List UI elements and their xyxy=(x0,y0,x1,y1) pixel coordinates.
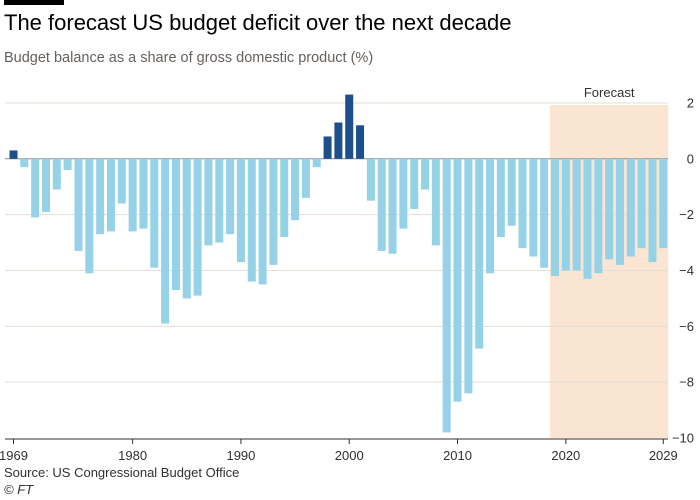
bar-1973 xyxy=(52,158,61,190)
bar-1983 xyxy=(161,158,170,324)
bar-2022 xyxy=(583,158,592,279)
bar-2007 xyxy=(421,158,430,190)
bar-1998 xyxy=(323,136,332,159)
bar-2023 xyxy=(594,158,603,274)
bar-1969 xyxy=(9,150,18,159)
bar-2029 xyxy=(659,158,668,249)
bar-2002 xyxy=(366,158,375,201)
bar-1990 xyxy=(236,158,245,263)
bar-1975 xyxy=(74,158,83,251)
bar-1971 xyxy=(31,158,40,218)
bar-2025 xyxy=(615,158,624,265)
y-tick-label: −6 xyxy=(679,319,694,334)
bar-1994 xyxy=(280,158,289,237)
bar-2012 xyxy=(475,158,484,349)
bar-2001 xyxy=(356,125,365,159)
source-note: Source: US Congressional Budget Office xyxy=(4,465,240,480)
y-tick-label: −10 xyxy=(672,431,694,446)
bar-2003 xyxy=(377,158,386,251)
bar-2004 xyxy=(388,158,397,254)
x-tick-label: 1969 xyxy=(0,448,28,463)
x-tick-label: 2000 xyxy=(335,448,364,463)
bar-2018 xyxy=(540,158,549,268)
bar-1978 xyxy=(106,158,115,232)
chart-title: The forecast US budget deficit over the … xyxy=(4,10,512,35)
bar-2017 xyxy=(529,158,538,257)
x-tick-label: 2010 xyxy=(443,448,472,463)
y-tick-label: −2 xyxy=(679,207,694,222)
bar-1974 xyxy=(63,158,72,170)
bar-1985 xyxy=(182,158,191,299)
bar-2015 xyxy=(507,158,516,226)
x-tick-label: 2020 xyxy=(551,448,580,463)
bar-1991 xyxy=(247,158,256,282)
bar-2027 xyxy=(637,158,646,249)
bar-1996 xyxy=(301,158,310,198)
bar-2009 xyxy=(442,158,451,433)
bar-2028 xyxy=(648,158,657,263)
bar-1984 xyxy=(171,158,180,291)
bar-2019 xyxy=(551,158,559,277)
bar-2024 xyxy=(605,158,614,260)
y-tick-label: −8 xyxy=(679,375,694,390)
y-tick-label: −4 xyxy=(679,263,694,278)
bar-2014 xyxy=(496,158,505,237)
x-tick-label: 1990 xyxy=(226,448,255,463)
bar-1988 xyxy=(215,158,224,243)
bar-1989 xyxy=(226,158,235,235)
bar-2013 xyxy=(486,158,495,274)
bar-1982 xyxy=(150,158,159,268)
bar-1986 xyxy=(193,158,202,296)
bar-1979 xyxy=(117,158,126,204)
x-tick-label: 2029 xyxy=(649,448,678,463)
bar-1999 xyxy=(334,122,343,159)
bar-1995 xyxy=(291,158,300,221)
y-tick-label: 2 xyxy=(687,95,694,110)
chart-subtitle: Budget balance as a share of gross domes… xyxy=(4,50,374,66)
bar-2008 xyxy=(431,158,440,246)
forecast-band xyxy=(550,105,669,438)
bar-1980 xyxy=(128,158,137,232)
bar-2010 xyxy=(453,158,462,402)
bar-1997 xyxy=(312,158,321,168)
bar-1987 xyxy=(204,158,213,246)
y-tick-label: 0 xyxy=(687,151,694,166)
bar-1977 xyxy=(96,158,105,235)
bar-1993 xyxy=(269,158,278,265)
bar-1970 xyxy=(20,158,29,168)
bar-2000 xyxy=(345,94,354,159)
bar-2006 xyxy=(410,158,419,210)
bar-1992 xyxy=(258,158,267,285)
ft-top-rule xyxy=(4,0,64,5)
bar-1976 xyxy=(85,158,94,274)
ft-credit: © FT xyxy=(4,482,34,497)
bar-1981 xyxy=(139,158,148,229)
bar-2020 xyxy=(561,158,570,271)
bar-2016 xyxy=(518,158,527,249)
bar-2026 xyxy=(626,158,635,257)
forecast-label: Forecast xyxy=(584,85,635,100)
bar-2021 xyxy=(572,158,581,271)
bar-2011 xyxy=(464,158,473,394)
bar-2005 xyxy=(399,158,408,229)
bar-1972 xyxy=(41,158,50,212)
x-tick-label: 1980 xyxy=(118,448,147,463)
